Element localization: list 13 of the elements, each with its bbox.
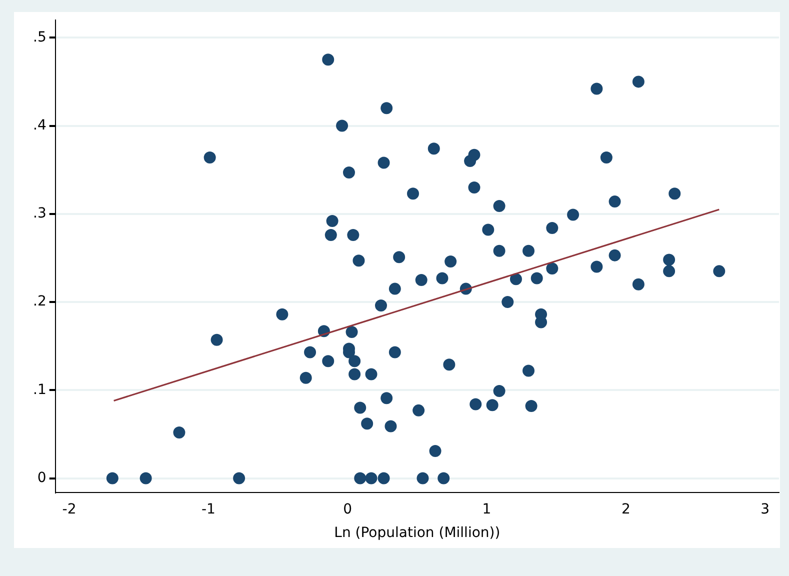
x-axis-title: Ln (Population (Million)) (334, 525, 500, 542)
y-tick-label: .3 (33, 206, 46, 222)
y-tick-label: .5 (33, 29, 46, 46)
x-tick-label: 0 (343, 501, 352, 518)
y-tick-label: .1 (33, 382, 46, 398)
y-tick-label: 0 (37, 470, 46, 486)
x-tick-label: 2 (621, 501, 630, 518)
y-tick-label: .4 (33, 117, 46, 134)
x-tick-label: -1 (201, 501, 216, 518)
x-tick-label: 3 (760, 501, 770, 518)
y-tick-label: .2 (33, 294, 46, 310)
x-tick-label: -2 (62, 501, 76, 518)
x-tick-label: 1 (482, 501, 492, 518)
